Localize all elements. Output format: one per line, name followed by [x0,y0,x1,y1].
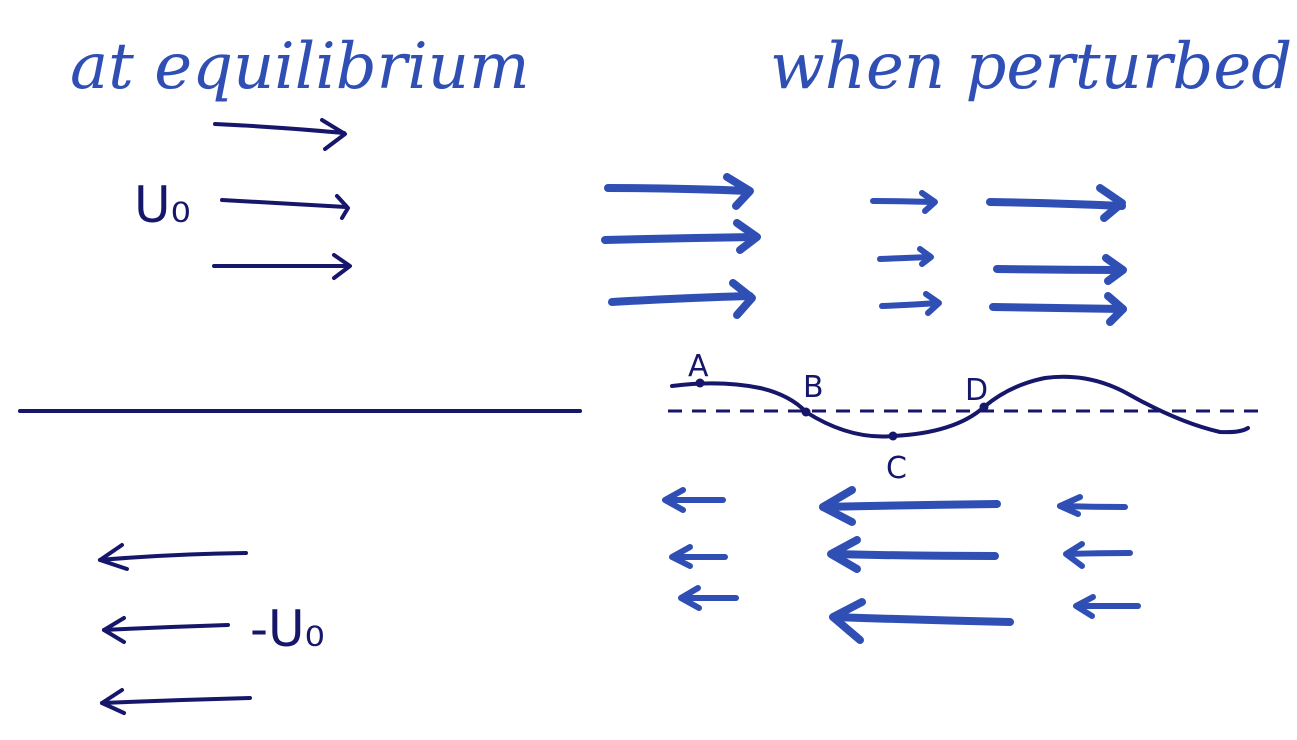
point-d-label: D [965,373,988,408]
lower-slow-arrow-4 [1057,494,1128,517]
upper-flow-arrow-3 [212,253,352,280]
upper-fast-arrow-1 [604,173,754,210]
equilibrium-panel: U₀ -U₀ [18,118,582,715]
upper-fast-arrow-3 [608,279,756,319]
lower-flow-arrow-1 [98,543,248,571]
point-c-label: C [886,451,907,486]
upper-velocity-label: U₀ [134,176,191,234]
point-b-label: B [803,370,824,405]
perturbed-interface-wave [670,374,1250,439]
perturbed-panel: A B C D [601,173,1268,644]
point-b-dot [801,407,811,417]
upper-slow-arrow-2 [877,246,934,267]
upper-fast-arrow-2 [601,219,761,254]
lower-velocity-label: -U₀ [250,600,325,658]
lower-slow-arrow-3 [678,585,739,611]
upper-fast-arrow-6 [989,292,1127,326]
upper-slow-arrow-1 [870,190,938,214]
upper-flow-arrow-1 [213,118,347,151]
lower-slow-arrow-2 [669,544,728,569]
lower-fast-arrow-1 [819,486,1001,526]
lower-slow-arrow-1 [662,487,726,513]
point-a-label: A [688,349,709,384]
lower-fast-arrow-3 [829,598,1014,644]
lower-slow-arrow-5 [1063,541,1133,569]
lower-slow-arrow-6 [1073,594,1141,619]
point-d-dot [979,402,989,412]
upper-slow-arrow-3 [879,291,942,316]
title-when-perturbed: when perturbed [770,30,1292,104]
lower-flow-arrow-2 [102,616,230,644]
lower-flow-arrow-3 [100,688,252,715]
upper-fast-arrow-5 [993,254,1127,285]
title-at-equilibrium: at equilibrium [70,30,530,104]
upper-flow-arrow-2 [220,194,350,220]
point-a-dot [695,378,705,388]
point-c-dot [888,431,898,441]
lower-fast-arrow-2 [827,536,999,573]
upper-fast-arrow-4 [986,184,1126,222]
